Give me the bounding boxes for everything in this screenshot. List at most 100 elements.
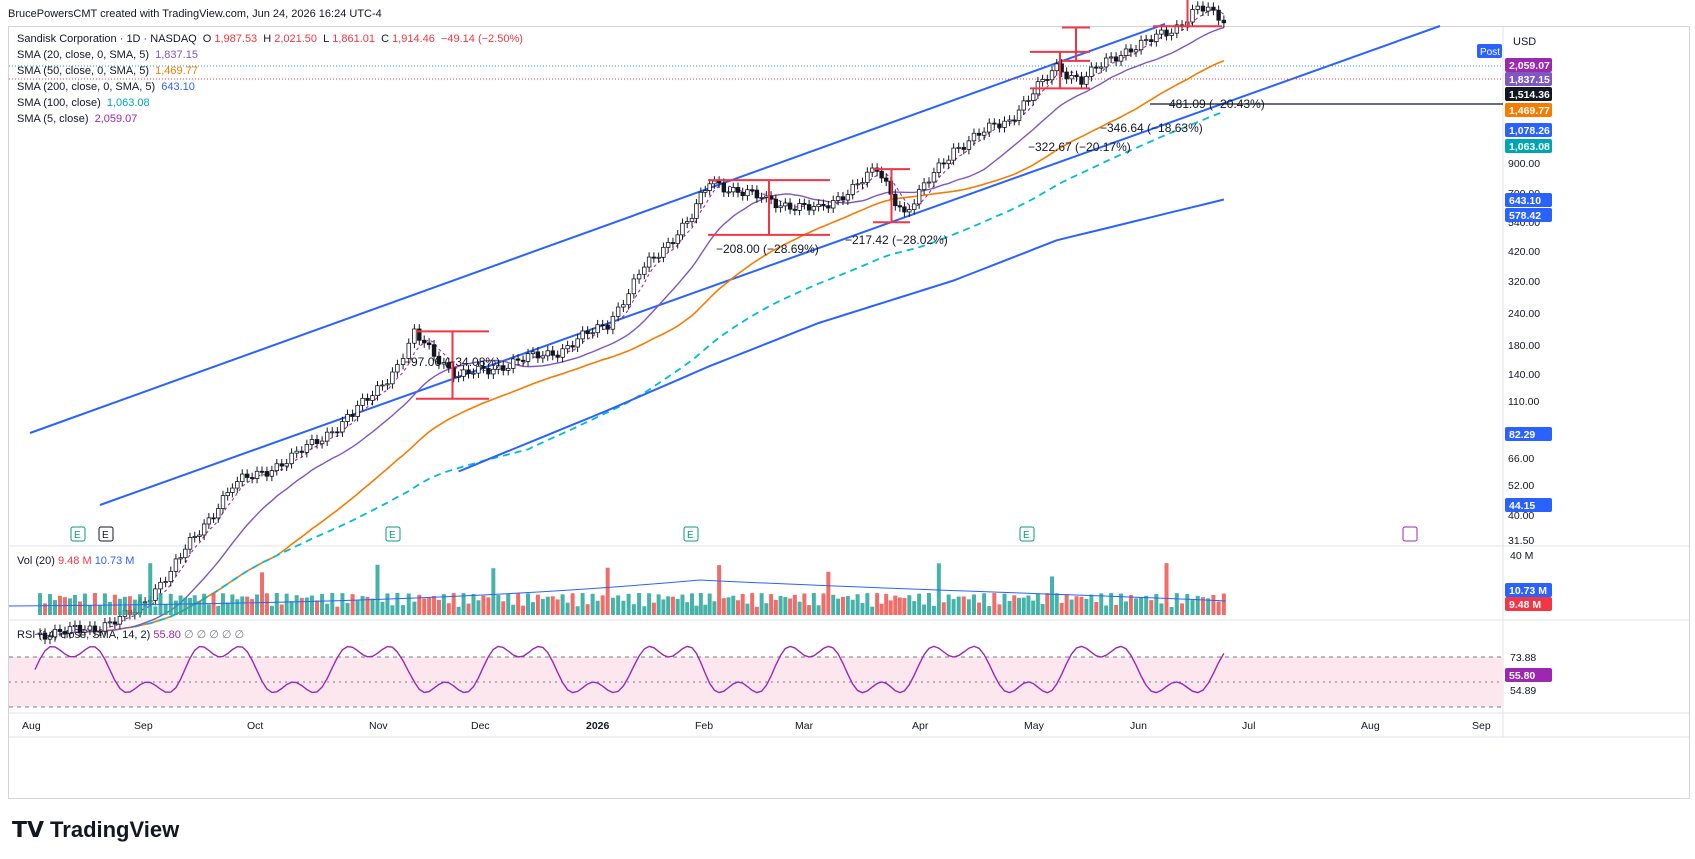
volume-bar <box>511 604 516 615</box>
candle-body <box>225 492 230 497</box>
candle-body <box>1108 56 1114 59</box>
sma-row[interactable]: SMA (20, close, 0, SMA, 5) 1,837.15 <box>17 47 526 63</box>
volume-bar <box>530 602 535 615</box>
volume-bar <box>621 600 626 615</box>
candle-body <box>142 601 148 604</box>
ohlc-high: 2,021.50 <box>274 33 318 45</box>
candle-body <box>670 242 676 244</box>
volume-bar <box>966 599 971 615</box>
sma-row[interactable]: SMA (100, close) 1,063.08 <box>17 95 526 111</box>
candle-body <box>319 440 325 445</box>
candle-body <box>992 122 997 125</box>
earnings-event-label: E <box>1023 530 1030 541</box>
price-tick: 900.00 <box>1508 158 1540 170</box>
candle-body <box>102 622 108 632</box>
sma-row[interactable]: SMA (200, close, 0, SMA, 5) 643.10 <box>17 79 526 95</box>
volume-bar <box>370 598 375 615</box>
price-legend: Sandisk Corporation · 1D · NASDAQ O 1,987… <box>17 31 526 127</box>
tradingview-logo[interactable]: 𝗧𝗩 TradingView <box>12 817 179 843</box>
upper-channel-line[interactable] <box>29 23 1166 434</box>
volume-bar <box>1007 600 1012 615</box>
price-tick: 420.00 <box>1508 246 1540 258</box>
candle-body <box>57 628 63 632</box>
volume-bar <box>661 599 666 615</box>
price-badge <box>1505 72 1552 86</box>
candle-body <box>324 431 330 442</box>
volume-bar <box>225 602 230 615</box>
candle-body <box>87 625 93 631</box>
volume-bar <box>1031 600 1036 615</box>
volume-bar <box>264 593 269 615</box>
candle-body <box>636 273 642 280</box>
volume-bar <box>245 596 250 615</box>
volume-bar <box>269 605 274 615</box>
candle-body <box>694 203 699 219</box>
candle-body <box>1216 9 1221 21</box>
candle-body <box>92 625 98 632</box>
volume-bar <box>37 593 42 615</box>
candle-body <box>956 147 961 149</box>
candle-body <box>1205 6 1211 12</box>
candle-body <box>456 375 461 378</box>
candle-body <box>390 371 395 385</box>
volume-bar <box>570 593 575 615</box>
sma-row[interactable]: SMA (50, close, 0, SMA, 5) 1,469.77 <box>17 63 526 79</box>
volume-legend[interactable]: Vol (20) 9.48 M 10.73 M <box>17 555 134 567</box>
candle-body <box>417 328 422 341</box>
candle-body <box>884 177 889 182</box>
candle-body <box>52 628 58 638</box>
candle-body <box>912 203 917 210</box>
volume-bar <box>422 598 427 615</box>
candle-body <box>987 122 992 133</box>
sma-value: 1,063.08 <box>106 97 150 109</box>
price-badge <box>1505 498 1552 512</box>
volume-bar <box>412 601 417 615</box>
volume-bar <box>451 593 456 615</box>
candle-body <box>764 195 769 198</box>
candle-body <box>745 189 750 197</box>
volume-bar <box>912 601 917 615</box>
candle-body <box>921 182 927 191</box>
candle-body <box>249 477 255 479</box>
candle-body <box>665 242 671 248</box>
price-badge <box>1505 139 1552 153</box>
volume-bar <box>1017 597 1022 615</box>
candle-body <box>506 367 511 371</box>
volume-bar <box>666 596 671 615</box>
candle-body <box>436 355 442 365</box>
currency-label: USD <box>1513 36 1536 48</box>
volume-bar <box>97 605 102 615</box>
earnings-event-marker <box>98 526 114 542</box>
volume-bar <box>685 602 690 615</box>
candle-body <box>845 194 851 201</box>
volume-bar <box>1185 594 1190 615</box>
volume-bar <box>690 593 694 615</box>
volume-bar <box>595 600 600 615</box>
ohlc-low-label: L <box>323 33 330 45</box>
volume-bar <box>153 606 158 615</box>
time-tick: Aug <box>22 720 41 732</box>
candle-body <box>946 159 951 165</box>
candle-body <box>77 624 83 633</box>
candle-body <box>163 581 168 583</box>
rsi-badge-label: 55.80 <box>1509 670 1535 682</box>
candle-body <box>1045 79 1050 81</box>
candle-body <box>550 350 555 356</box>
lower-channel-line[interactable] <box>99 25 1441 506</box>
volume-bar <box>610 597 615 615</box>
time-tick: Sep <box>134 720 153 732</box>
rsi-legend[interactable]: RSI (14, close, SMA, 14, 2) 55.80 ∅ ∅ ∅ … <box>17 628 244 641</box>
earnings-event-label: E <box>687 530 694 541</box>
candle-body <box>525 353 531 362</box>
candle-body <box>72 624 78 628</box>
candle-body <box>855 183 860 186</box>
volume-bar <box>951 599 956 615</box>
volume-bar <box>335 606 340 615</box>
sma-row[interactable]: SMA (5, close) 2,059.07 <box>17 111 526 127</box>
candle-body <box>274 463 279 471</box>
candle-body <box>235 481 240 489</box>
candle-body <box>749 189 755 192</box>
rsi-line <box>34 645 1225 694</box>
candle-body <box>1016 109 1022 121</box>
